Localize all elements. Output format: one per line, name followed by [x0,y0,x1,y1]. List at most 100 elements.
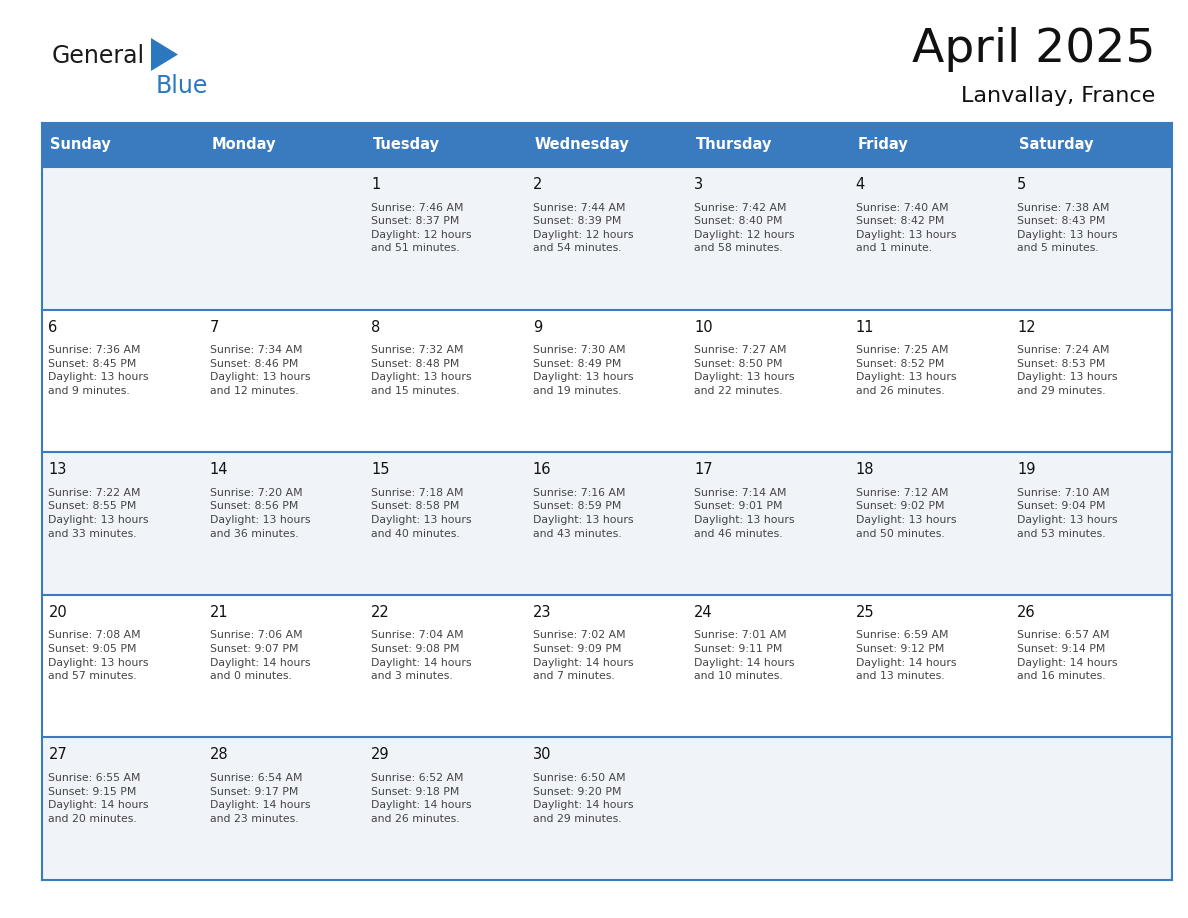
Polygon shape [151,38,178,71]
Text: Sunrise: 7:42 AM
Sunset: 8:40 PM
Daylight: 12 hours
and 58 minutes.: Sunrise: 7:42 AM Sunset: 8:40 PM Dayligh… [694,203,795,253]
Bar [688,167,849,309]
Bar [42,309,203,453]
Bar [849,309,1011,453]
Text: 7: 7 [210,319,220,334]
Text: Blue: Blue [156,74,208,98]
Text: Sunrise: 7:38 AM
Sunset: 8:43 PM
Daylight: 13 hours
and 5 minutes.: Sunrise: 7:38 AM Sunset: 8:43 PM Dayligh… [1017,203,1118,253]
Text: 23: 23 [532,605,551,620]
Bar [1011,453,1173,595]
Text: Sunrise: 7:08 AM
Sunset: 9:05 PM
Daylight: 13 hours
and 57 minutes.: Sunrise: 7:08 AM Sunset: 9:05 PM Dayligh… [49,631,148,681]
Bar [849,737,1011,880]
Bar [203,737,365,880]
Bar [526,595,688,737]
Bar [42,595,203,737]
Text: Sunrise: 6:57 AM
Sunset: 9:14 PM
Daylight: 14 hours
and 16 minutes.: Sunrise: 6:57 AM Sunset: 9:14 PM Dayligh… [1017,631,1118,681]
Text: Sunrise: 6:50 AM
Sunset: 9:20 PM
Daylight: 14 hours
and 29 minutes.: Sunrise: 6:50 AM Sunset: 9:20 PM Dayligh… [532,773,633,823]
Text: 20: 20 [49,605,68,620]
Text: Sunrise: 7:12 AM
Sunset: 9:02 PM
Daylight: 13 hours
and 50 minutes.: Sunrise: 7:12 AM Sunset: 9:02 PM Dayligh… [855,487,956,539]
Text: Sunrise: 6:54 AM
Sunset: 9:17 PM
Daylight: 14 hours
and 23 minutes.: Sunrise: 6:54 AM Sunset: 9:17 PM Dayligh… [210,773,310,823]
Text: Sunrise: 7:44 AM
Sunset: 8:39 PM
Daylight: 12 hours
and 54 minutes.: Sunrise: 7:44 AM Sunset: 8:39 PM Dayligh… [532,203,633,253]
Text: 24: 24 [694,605,713,620]
Text: 22: 22 [372,605,390,620]
Bar [203,309,365,453]
Text: 30: 30 [532,747,551,762]
Text: Sunrise: 6:55 AM
Sunset: 9:15 PM
Daylight: 14 hours
and 20 minutes.: Sunrise: 6:55 AM Sunset: 9:15 PM Dayligh… [49,773,148,823]
Bar [203,123,365,167]
Text: Sunrise: 7:02 AM
Sunset: 9:09 PM
Daylight: 14 hours
and 7 minutes.: Sunrise: 7:02 AM Sunset: 9:09 PM Dayligh… [532,631,633,681]
Bar [42,453,203,595]
Text: Lanvallay, France: Lanvallay, France [961,86,1155,106]
Text: 17: 17 [694,462,713,477]
Bar [849,595,1011,737]
Text: Sunrise: 7:06 AM
Sunset: 9:07 PM
Daylight: 14 hours
and 0 minutes.: Sunrise: 7:06 AM Sunset: 9:07 PM Dayligh… [210,631,310,681]
Text: 28: 28 [210,747,228,762]
Text: Sunrise: 7:36 AM
Sunset: 8:45 PM
Daylight: 13 hours
and 9 minutes.: Sunrise: 7:36 AM Sunset: 8:45 PM Dayligh… [49,345,148,396]
Bar [526,309,688,453]
Bar [526,453,688,595]
Text: Sunrise: 7:32 AM
Sunset: 8:48 PM
Daylight: 13 hours
and 15 minutes.: Sunrise: 7:32 AM Sunset: 8:48 PM Dayligh… [372,345,472,396]
Bar [688,595,849,737]
Text: Sunrise: 7:20 AM
Sunset: 8:56 PM
Daylight: 13 hours
and 36 minutes.: Sunrise: 7:20 AM Sunset: 8:56 PM Dayligh… [210,487,310,539]
Text: Thursday: Thursday [696,138,772,152]
Bar [526,167,688,309]
Bar [849,123,1011,167]
Text: Tuesday: Tuesday [373,138,440,152]
Text: 2: 2 [532,177,542,192]
Text: April 2025: April 2025 [911,28,1155,73]
Bar [526,737,688,880]
Bar [1011,167,1173,309]
Text: Sunrise: 7:16 AM
Sunset: 8:59 PM
Daylight: 13 hours
and 43 minutes.: Sunrise: 7:16 AM Sunset: 8:59 PM Dayligh… [532,487,633,539]
Text: Saturday: Saturday [1018,138,1093,152]
Text: 29: 29 [372,747,390,762]
Text: Sunrise: 7:40 AM
Sunset: 8:42 PM
Daylight: 13 hours
and 1 minute.: Sunrise: 7:40 AM Sunset: 8:42 PM Dayligh… [855,203,956,253]
Text: Sunrise: 7:01 AM
Sunset: 9:11 PM
Daylight: 14 hours
and 10 minutes.: Sunrise: 7:01 AM Sunset: 9:11 PM Dayligh… [694,631,795,681]
Bar [849,453,1011,595]
Text: 19: 19 [1017,462,1036,477]
Bar [203,595,365,737]
Bar [688,123,849,167]
Text: 3: 3 [694,177,703,192]
Bar [849,167,1011,309]
Text: General: General [52,44,145,68]
Bar [1011,123,1173,167]
Bar [365,123,526,167]
Text: 16: 16 [532,462,551,477]
Text: 26: 26 [1017,605,1036,620]
Text: 15: 15 [372,462,390,477]
Text: 5: 5 [1017,177,1026,192]
Bar [365,453,526,595]
Text: Sunrise: 7:27 AM
Sunset: 8:50 PM
Daylight: 13 hours
and 22 minutes.: Sunrise: 7:27 AM Sunset: 8:50 PM Dayligh… [694,345,795,396]
Text: Sunrise: 7:22 AM
Sunset: 8:55 PM
Daylight: 13 hours
and 33 minutes.: Sunrise: 7:22 AM Sunset: 8:55 PM Dayligh… [49,487,148,539]
Bar [688,453,849,595]
Text: Sunrise: 7:04 AM
Sunset: 9:08 PM
Daylight: 14 hours
and 3 minutes.: Sunrise: 7:04 AM Sunset: 9:08 PM Dayligh… [372,631,472,681]
Bar [526,123,688,167]
Bar [365,309,526,453]
Bar [203,453,365,595]
Bar [42,123,203,167]
Text: 27: 27 [49,747,68,762]
Text: Sunrise: 6:52 AM
Sunset: 9:18 PM
Daylight: 14 hours
and 26 minutes.: Sunrise: 6:52 AM Sunset: 9:18 PM Dayligh… [372,773,472,823]
Text: 4: 4 [855,177,865,192]
Text: Sunrise: 6:59 AM
Sunset: 9:12 PM
Daylight: 14 hours
and 13 minutes.: Sunrise: 6:59 AM Sunset: 9:12 PM Dayligh… [855,631,956,681]
Text: Wednesday: Wednesday [535,138,630,152]
Text: Friday: Friday [858,138,908,152]
Bar [365,167,526,309]
Text: Sunrise: 7:25 AM
Sunset: 8:52 PM
Daylight: 13 hours
and 26 minutes.: Sunrise: 7:25 AM Sunset: 8:52 PM Dayligh… [855,345,956,396]
Text: 6: 6 [49,319,58,334]
Text: 1: 1 [372,177,380,192]
Text: 12: 12 [1017,319,1036,334]
Text: Sunrise: 7:18 AM
Sunset: 8:58 PM
Daylight: 13 hours
and 40 minutes.: Sunrise: 7:18 AM Sunset: 8:58 PM Dayligh… [372,487,472,539]
Text: Sunrise: 7:46 AM
Sunset: 8:37 PM
Daylight: 12 hours
and 51 minutes.: Sunrise: 7:46 AM Sunset: 8:37 PM Dayligh… [372,203,472,253]
Text: Monday: Monday [211,138,276,152]
Bar [1011,309,1173,453]
Text: Sunrise: 7:24 AM
Sunset: 8:53 PM
Daylight: 13 hours
and 29 minutes.: Sunrise: 7:24 AM Sunset: 8:53 PM Dayligh… [1017,345,1118,396]
Text: Sunday: Sunday [50,138,110,152]
Text: 9: 9 [532,319,542,334]
Text: 8: 8 [372,319,380,334]
Text: 18: 18 [855,462,874,477]
Text: Sunrise: 7:14 AM
Sunset: 9:01 PM
Daylight: 13 hours
and 46 minutes.: Sunrise: 7:14 AM Sunset: 9:01 PM Dayligh… [694,487,795,539]
Bar [203,167,365,309]
Text: 13: 13 [49,462,67,477]
Bar [1011,595,1173,737]
Bar [42,737,203,880]
